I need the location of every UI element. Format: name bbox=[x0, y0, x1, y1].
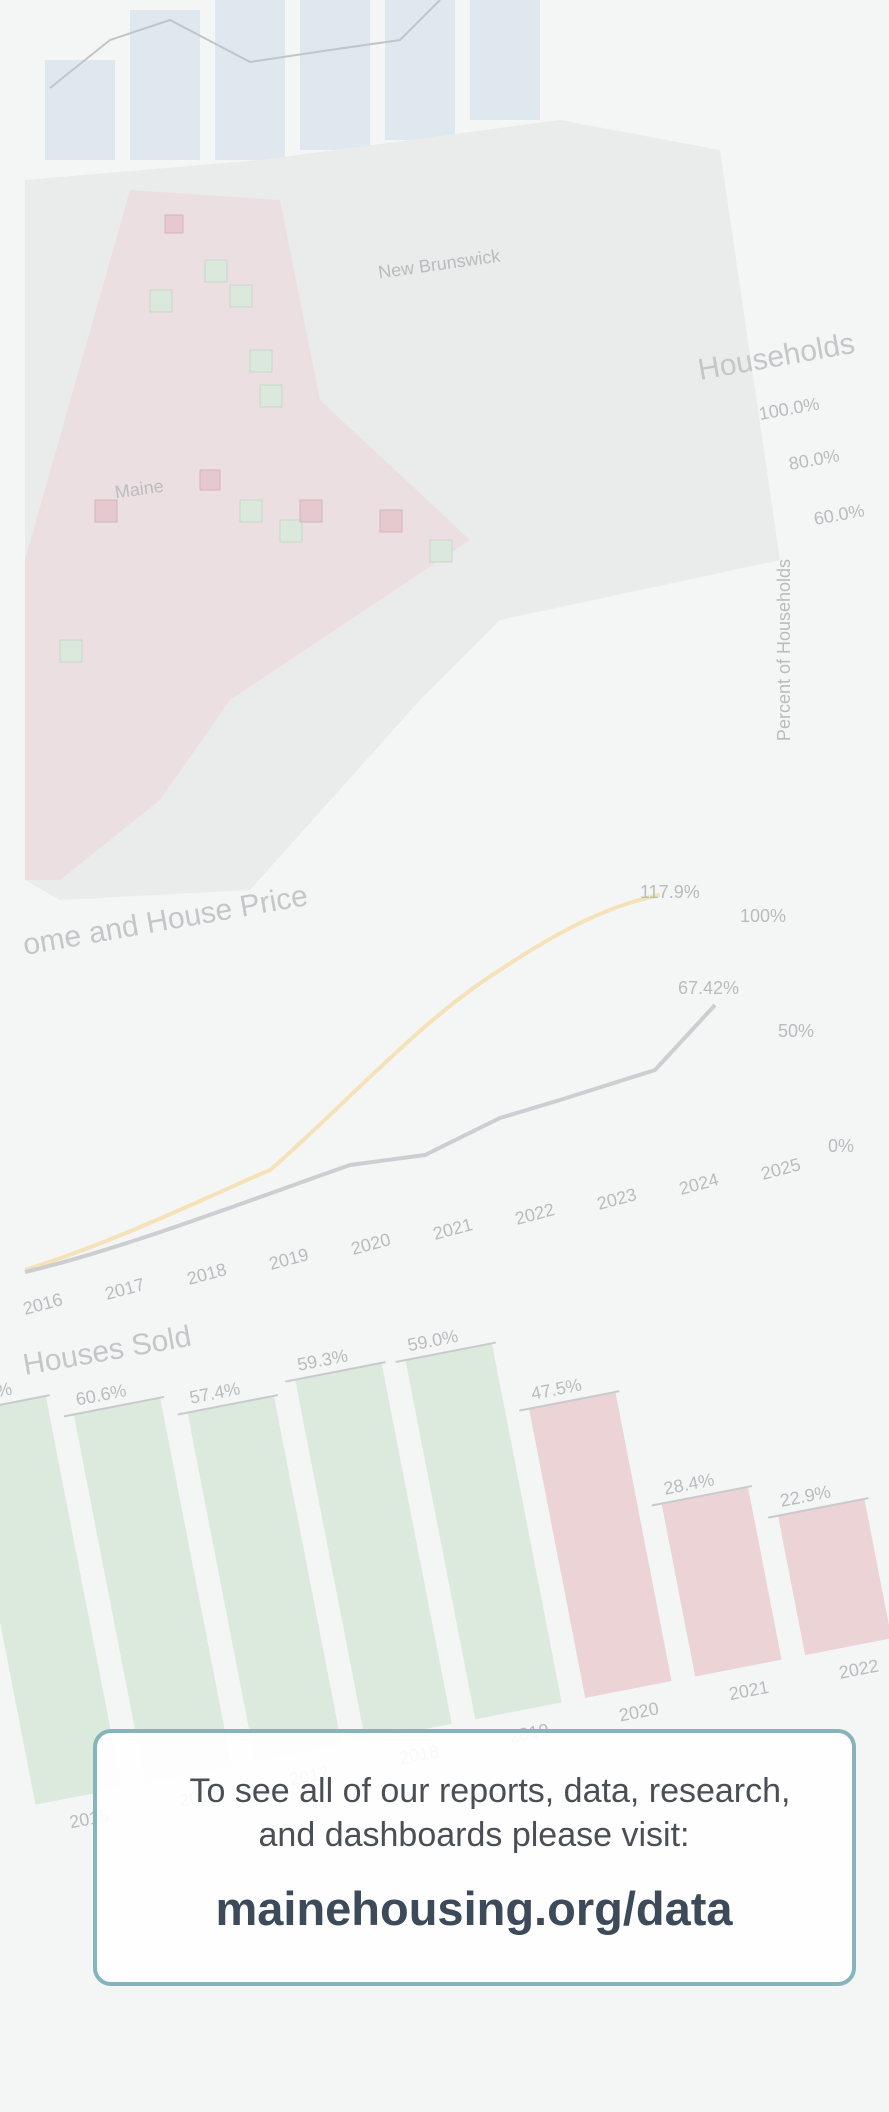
price-end-label: 117.9% bbox=[640, 882, 700, 902]
callout-link[interactable]: mainehousing.org/data bbox=[215, 1882, 733, 1935]
households-axis-title: Percent of Households bbox=[774, 559, 794, 741]
price-end-label: 67.42% bbox=[678, 978, 739, 998]
price-axis-label: 100% bbox=[740, 906, 786, 926]
callout-text: and dashboards please visit: bbox=[259, 1816, 690, 1854]
callout-box bbox=[95, 1731, 854, 1984]
price-axis-label: 50% bbox=[778, 1021, 814, 1041]
price-axis-label: 0% bbox=[828, 1136, 854, 1156]
callout-text: To see all of our reports, data, researc… bbox=[190, 1772, 791, 1810]
page: New Brunswick Maine Households Percent o… bbox=[0, 0, 889, 2112]
